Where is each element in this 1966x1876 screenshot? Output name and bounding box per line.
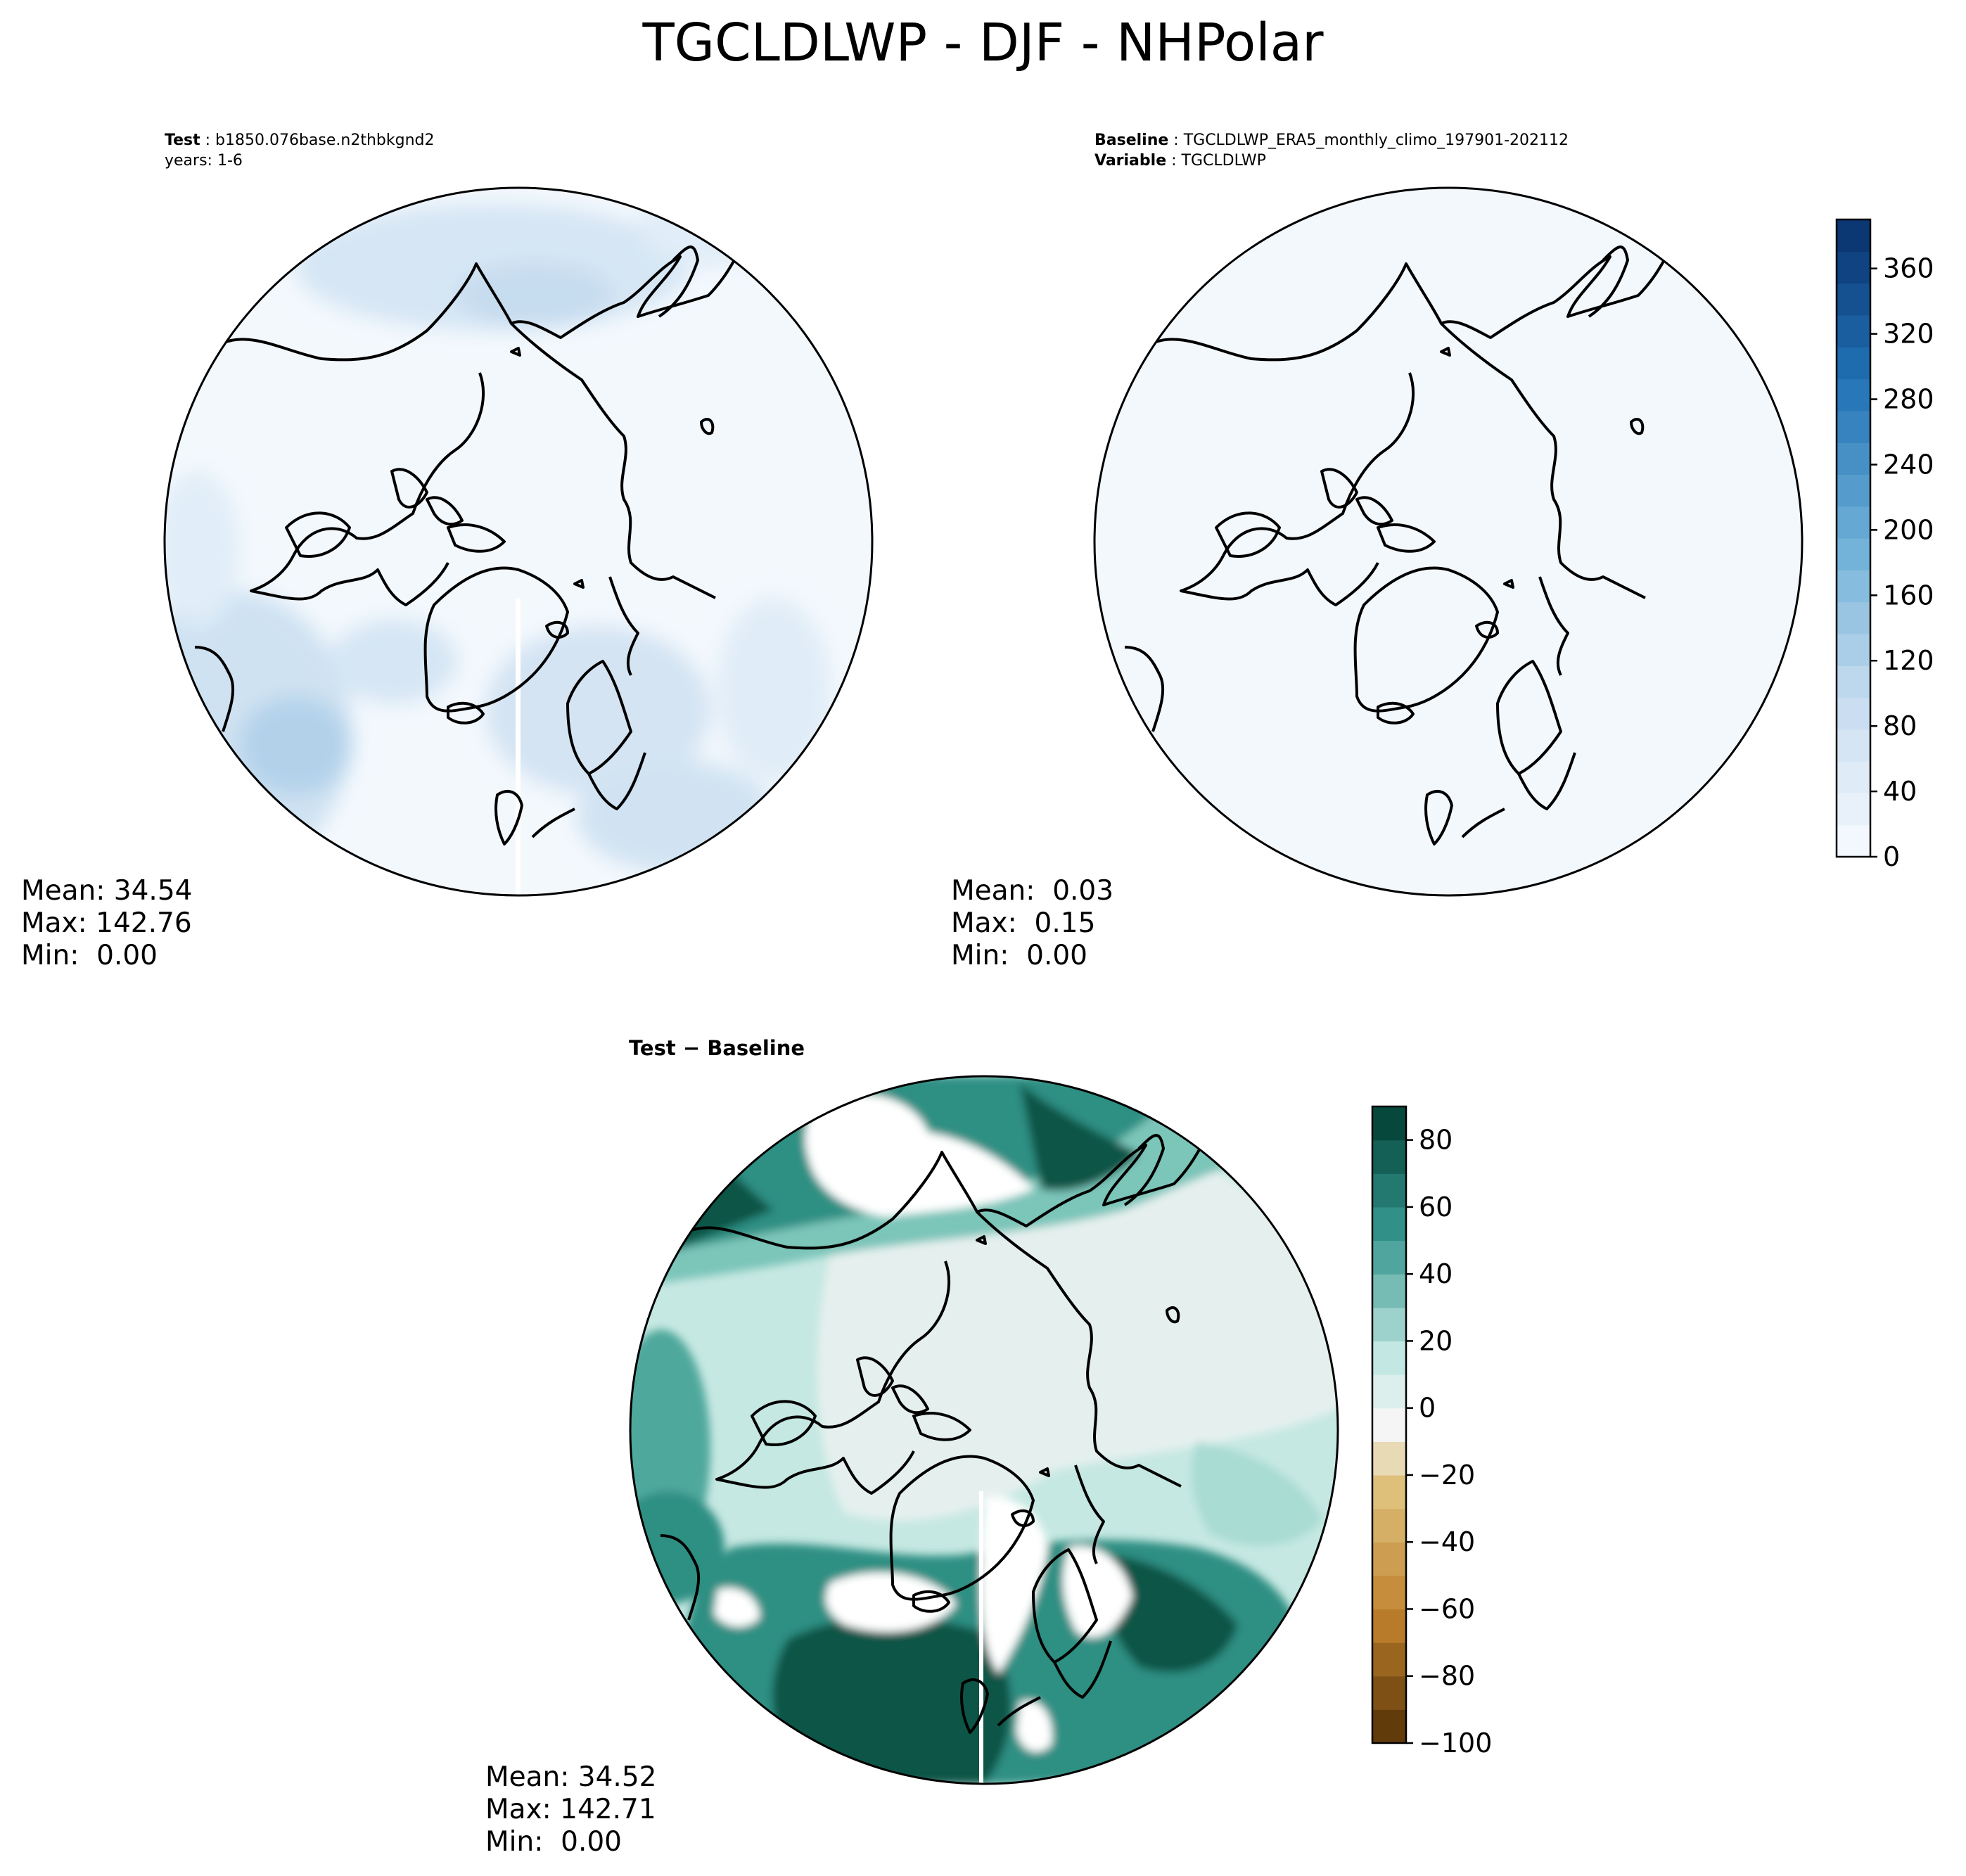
test-mean: Mean: 34.54 — [21, 875, 193, 907]
colorbar-tick-label: −40 — [1419, 1526, 1475, 1557]
colorbar-level — [1837, 410, 1870, 443]
colorbar-tick-label: 240 — [1883, 449, 1934, 480]
colorbar-level — [1372, 1642, 1406, 1677]
colorbar-level — [1372, 1542, 1406, 1576]
colorbar-tick-label: 360 — [1883, 253, 1934, 284]
colorbar-tick-label: −80 — [1419, 1661, 1475, 1692]
diff-min: Min: 0.00 — [485, 1826, 622, 1858]
diff-mean: Mean: 34.52 — [485, 1761, 657, 1793]
colorbar-level — [1837, 633, 1870, 666]
colorbar-level — [1372, 1341, 1406, 1375]
colorbar-level — [1372, 1408, 1406, 1442]
colorbar-level — [1372, 1709, 1406, 1744]
colorbar-level — [1837, 251, 1870, 284]
colorbar-tick-label: 80 — [1419, 1125, 1453, 1156]
colorbar-level — [1372, 1206, 1406, 1242]
colorbar-tick-label: −60 — [1419, 1593, 1475, 1624]
colorbar-level — [1837, 665, 1870, 698]
baseline-max: Max: 0.15 — [951, 907, 1096, 939]
colorbar-level — [1837, 378, 1870, 411]
colorbar-tick-label: 280 — [1883, 384, 1934, 415]
colorbar-level — [1837, 793, 1870, 826]
baseline-stats: Mean: 0.03 Max: 0.15 Min: 0.00 — [951, 875, 1113, 972]
baseline-map — [1093, 186, 1804, 897]
colorbar-tick-label: 20 — [1419, 1325, 1453, 1356]
diff-title: Test − Baseline — [629, 1036, 805, 1060]
diff-max: Max: 142.71 — [485, 1794, 656, 1825]
colorbar-tick-label: 0 — [1883, 841, 1900, 872]
baseline-case: TGCLDLWP_ERA5_monthly_climo_197901-20211… — [1183, 132, 1569, 149]
colorbar-level — [1837, 283, 1870, 316]
baseline-min: Min: 0.00 — [951, 940, 1087, 971]
baseline-label: Baseline — [1094, 132, 1169, 149]
diff-stats: Mean: 34.52 Max: 142.71 Min: 0.00 — [485, 1761, 656, 1858]
colorbar-level — [1837, 824, 1870, 857]
diff-colorbar: −100 −80 −60 −40 −20 0 20 40 60 80 — [1371, 1105, 1492, 1759]
diff-map — [629, 1075, 1339, 1785]
colorbar-tick-label: 120 — [1883, 645, 1934, 676]
colorbar-level — [1372, 1676, 1406, 1710]
colorbar-level — [1372, 1609, 1406, 1643]
colorbar-level — [1837, 761, 1870, 793]
colorbar-level — [1372, 1106, 1406, 1141]
colorbar-level — [1837, 729, 1870, 762]
test-max: Max: 142.76 — [21, 907, 192, 939]
test-min: Min: 0.00 — [21, 940, 158, 971]
colorbar-level — [1837, 570, 1870, 603]
test-header: Test : b1850.076base.n2thbkgnd2 years: 1… — [165, 132, 435, 170]
variable-label: Variable — [1094, 152, 1167, 170]
colorbar-tick-label: 200 — [1883, 514, 1934, 545]
colorbar-tick-label: 60 — [1419, 1192, 1453, 1223]
colorbar-level — [1372, 1441, 1406, 1476]
colorbar-level — [1372, 1374, 1406, 1409]
colorbar-level — [1372, 1474, 1406, 1510]
colorbar-level — [1372, 1240, 1406, 1275]
colorbar-level — [1837, 219, 1870, 252]
colorbar-level — [1372, 1508, 1406, 1543]
test-case: b1850.076base.n2thbkgnd2 — [215, 132, 435, 149]
colorbar-tick-label: 80 — [1883, 710, 1917, 741]
colorbar-level — [1372, 1307, 1406, 1342]
colorbar-tick-label: 160 — [1883, 580, 1934, 611]
colorbar-level — [1837, 314, 1870, 347]
colorbar-level — [1837, 442, 1870, 475]
colorbar-tick-label: −100 — [1419, 1728, 1492, 1759]
colorbar-frame — [1835, 218, 1872, 858]
colorbar-tick-label: 320 — [1883, 319, 1934, 350]
test-label: Test — [165, 132, 200, 149]
colorbar-tick-label: 0 — [1419, 1393, 1436, 1424]
variable-name: TGCLDLWP — [1181, 152, 1266, 170]
test-years: years: 1-6 — [165, 152, 243, 170]
colorbar-level — [1837, 506, 1870, 539]
colorbar-tick-label: 40 — [1883, 776, 1917, 807]
colorbar-level — [1837, 538, 1870, 570]
field-colorbar: 0 40 80 120 160 200 240 280 320 360 — [1835, 218, 1934, 872]
colorbar-tick-label: −20 — [1419, 1460, 1475, 1491]
colorbar-level — [1372, 1575, 1406, 1610]
test-map — [163, 186, 874, 897]
test-stats: Mean: 34.54 Max: 142.76 Min: 0.00 — [21, 875, 192, 972]
colorbar-frame — [1371, 1105, 1408, 1744]
colorbar-tick-label: 40 — [1419, 1258, 1453, 1289]
figure-title: TGCLDLWP - DJF - NHPolar — [642, 13, 1324, 73]
colorbar-level — [1372, 1140, 1406, 1174]
baseline-header: Baseline : TGCLDLWP_ERA5_monthly_climo_1… — [1094, 132, 1569, 170]
baseline-mean: Mean: 0.03 — [951, 875, 1114, 907]
colorbar-level — [1372, 1274, 1406, 1308]
colorbar-level — [1837, 697, 1870, 730]
colorbar-level — [1837, 347, 1870, 380]
colorbar-level — [1837, 474, 1870, 507]
colorbar-level — [1372, 1173, 1406, 1208]
colorbar-level — [1837, 601, 1870, 634]
